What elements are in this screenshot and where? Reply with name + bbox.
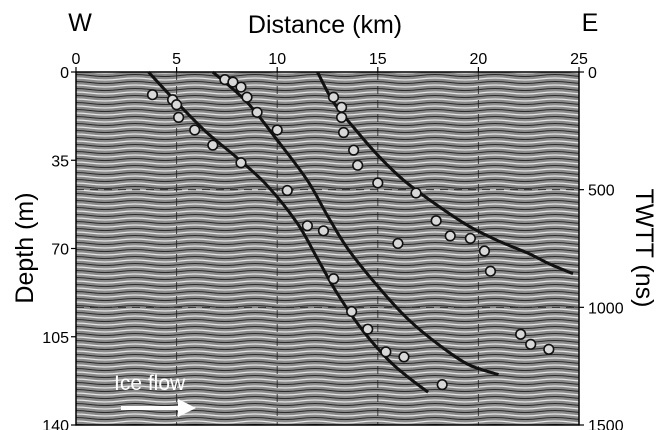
top-axis-right-label: E [582, 9, 599, 37]
top-tick-label: 25 [570, 51, 588, 68]
data-point-series-3 [372, 177, 384, 189]
curve-1 [147, 70, 430, 394]
data-point-series-3 [327, 91, 340, 103]
data-point-series-3 [478, 245, 491, 257]
data-point-series-3 [515, 328, 527, 340]
left-axis-title: Depth (m) [11, 192, 39, 303]
data-point-series-2 [317, 225, 330, 237]
data-point-series-1 [146, 89, 159, 101]
data-point-series-1 [171, 99, 183, 111]
data-point-series-3 [335, 111, 348, 123]
plot-background [76, 72, 579, 425]
top-tick-label: 10 [268, 51, 286, 68]
curve-2 [211, 70, 499, 377]
ice-flow-label: Ice flow [114, 372, 186, 395]
data-point-series-2 [251, 106, 263, 118]
data-point-series-3 [337, 126, 350, 139]
data-point-series-2 [235, 81, 247, 93]
data-point-series-1 [235, 157, 247, 169]
data-point-series-3 [392, 237, 404, 250]
data-point-series-2 [436, 379, 448, 391]
right-tick-label: 1500 [588, 418, 624, 430]
data-point-series-3 [335, 101, 348, 113]
left-tick-label: 105 [42, 330, 69, 347]
data-point-series-1 [173, 111, 185, 123]
right-tick-label: 500 [588, 183, 615, 200]
left-axis-ticks: 0 35 70 105 140 [42, 65, 76, 430]
data-point-series-2 [281, 184, 293, 197]
curves [147, 70, 574, 394]
data-point-series-3 [410, 187, 422, 199]
ice-flow-arrow [121, 399, 196, 417]
data-point-series-2 [241, 91, 253, 103]
top-axis-left-label: W [68, 9, 92, 37]
data-point-series-3 [543, 343, 555, 355]
data-point-series-1 [207, 139, 219, 151]
top-axis-title: Distance (km) [248, 11, 402, 39]
curve-3 [316, 71, 574, 276]
right-axis-ticks: 0 500 1000 1500 [579, 65, 624, 430]
data-point-series-3 [348, 144, 360, 156]
data-point-series-3 [444, 230, 456, 242]
data-point-series-3 [464, 232, 476, 245]
left-tick-label: 35 [51, 153, 69, 170]
right-tick-label: 0 [588, 65, 597, 82]
top-tick-label: 15 [369, 51, 387, 68]
data-point-series-1 [189, 124, 201, 136]
data-point-series-2 [327, 273, 340, 285]
right-tick-label: 1000 [588, 300, 624, 317]
data-point-series-2 [271, 124, 283, 136]
data-point-series-2 [398, 351, 410, 363]
top-tick-label: 5 [172, 51, 181, 68]
data-point-series-2 [380, 346, 392, 358]
data-point-series-3 [484, 265, 497, 277]
data-point-series-3 [430, 215, 442, 227]
data-point-series-3 [352, 159, 364, 171]
data-point-series-2 [301, 220, 313, 232]
top-axis-ticks: 0 5 10 15 20 25 [72, 51, 588, 72]
top-tick-label: 20 [470, 51, 488, 68]
right-axis-title: TWTT (ns) [630, 189, 656, 308]
data-point-series-2 [362, 323, 374, 335]
left-tick-label: 0 [60, 65, 69, 82]
data-point-series-3 [525, 338, 537, 350]
data-point-series-2 [227, 76, 239, 88]
data-point-series-2 [346, 305, 358, 318]
left-tick-label: 70 [51, 242, 69, 259]
left-tick-label: 140 [42, 418, 69, 430]
top-tick-label: 0 [72, 51, 81, 68]
data-points [146, 73, 555, 391]
